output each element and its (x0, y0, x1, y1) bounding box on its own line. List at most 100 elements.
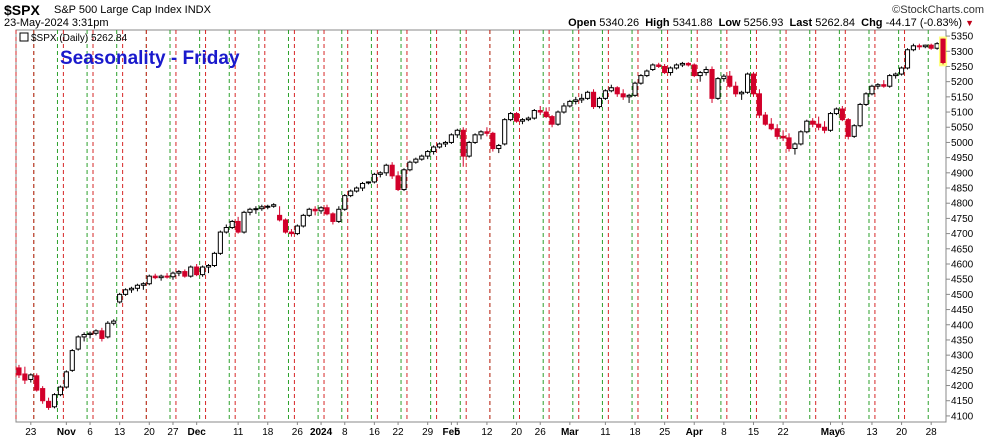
candle-body (715, 78, 721, 99)
y-tick-label: 4600 (951, 259, 974, 270)
x-tick-label: 6 (840, 427, 846, 438)
candle-body (887, 75, 893, 87)
x-tick-label: 8 (721, 427, 727, 438)
candle-body (170, 272, 176, 278)
candle-body (833, 108, 839, 115)
candle-body (697, 72, 703, 77)
candle-body (81, 333, 87, 338)
candle-body (650, 64, 656, 71)
candle-body (857, 103, 863, 127)
candle-body (893, 73, 899, 77)
candle-body (312, 208, 318, 212)
y-tick-label: 5100 (951, 108, 974, 119)
y-tick-label: 4250 (951, 366, 974, 377)
x-tick-label: 12 (481, 427, 493, 438)
candle-body (478, 131, 484, 136)
y-tick-label: 4850 (951, 184, 974, 195)
candle-body (152, 275, 158, 279)
change-value: -44.17 (-0.83%) (885, 17, 963, 29)
candle-body (537, 110, 543, 113)
candle-body (561, 105, 567, 113)
low-value: 5256.93 (743, 17, 784, 29)
candle-body (863, 93, 869, 105)
candle-body (573, 99, 579, 102)
candle-body (318, 207, 324, 212)
candle-body (590, 91, 597, 108)
candle-body (703, 69, 709, 74)
candle-body (111, 320, 117, 324)
candle-body (188, 266, 194, 277)
x-tick-label: 23 (25, 427, 37, 438)
candle-body (691, 64, 697, 77)
x-tick-label: 15 (748, 427, 760, 438)
x-tick-label: 27 (167, 427, 179, 438)
candle-body (916, 45, 922, 48)
candle-body (768, 123, 774, 130)
candle-body (934, 43, 940, 49)
candle-body (614, 87, 620, 95)
candle-body (401, 169, 407, 191)
candle-body (567, 100, 573, 107)
candle-body (549, 116, 555, 125)
open-label: Open (568, 17, 597, 29)
y-tick-label: 4700 (951, 229, 974, 240)
x-tick-label: 25 (659, 427, 671, 438)
candle-body (644, 70, 650, 77)
y-tick-label: 5350 (951, 32, 974, 43)
candle-body (922, 44, 928, 48)
candle-body (324, 207, 330, 215)
candle-body (466, 141, 472, 157)
candle-body (46, 400, 52, 408)
y-tick-label: 4950 (951, 153, 974, 164)
candle-body (413, 158, 419, 163)
candle-body (377, 172, 383, 175)
candle-body (69, 350, 75, 371)
candle-body (342, 195, 348, 210)
candle-body (223, 227, 229, 233)
y-tick-label: 4150 (951, 396, 974, 407)
x-tick-label: May (821, 427, 841, 438)
candle-body (756, 93, 762, 116)
candle-body (502, 119, 508, 145)
legend-label: $SPX (Daily) 5262.84 (31, 33, 128, 44)
candle-body (531, 110, 537, 119)
candle-body (93, 330, 99, 334)
candle-body (786, 137, 792, 150)
candle-body (288, 231, 295, 235)
y-tick-label: 4900 (951, 168, 974, 179)
candle-body (271, 204, 277, 207)
open-value: 5340.26 (599, 17, 640, 29)
candle-body (241, 211, 247, 233)
x-tick-label: 16 (369, 427, 381, 438)
candle-body (460, 129, 466, 157)
x-tick-label: Nov (57, 427, 76, 438)
copyright-notice: ©StockCharts.com (892, 4, 984, 16)
candle-body (525, 117, 531, 121)
candle-body (750, 73, 757, 95)
candle-body (744, 73, 751, 93)
candle-body (16, 367, 22, 376)
y-tick-label: 4800 (951, 199, 974, 210)
candle-body (265, 205, 271, 208)
candle-body (774, 128, 780, 137)
candle-body (679, 62, 685, 66)
x-tick-label: 26 (292, 427, 304, 438)
ohlc-readout: Open 5340.26 High 5341.88 Low 5256.93 La… (568, 17, 974, 29)
candle-body (709, 69, 715, 99)
y-tick-label: 5000 (951, 138, 974, 149)
candle-body (513, 113, 520, 122)
y-tick-label: 5150 (951, 92, 974, 103)
candle-body (667, 67, 674, 74)
candle-body (821, 126, 828, 131)
candle-body (259, 206, 265, 210)
candle-body (585, 91, 591, 99)
x-tick-label: 22 (393, 427, 405, 438)
candle-body (899, 67, 905, 75)
candle-body (881, 84, 887, 87)
candle-body (28, 374, 34, 380)
y-tick-label: 4100 (951, 411, 974, 422)
candle-body (40, 388, 46, 402)
x-tick-label: Apr (686, 427, 703, 438)
y-tick-label: 5050 (951, 123, 974, 134)
